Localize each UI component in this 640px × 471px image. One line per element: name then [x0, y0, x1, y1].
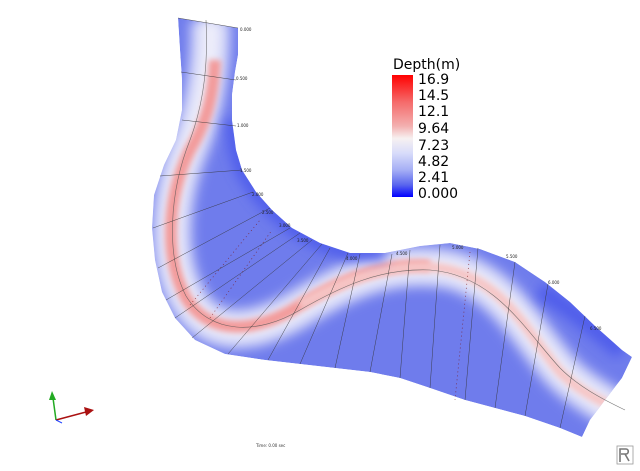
station-label: 3.500 — [297, 238, 309, 243]
x-axis-arrow-icon — [84, 407, 94, 416]
paraview-logo-icon — [616, 445, 634, 465]
station-label: 6.000 — [548, 280, 560, 285]
orientation-axes[interactable] — [49, 391, 94, 424]
station-label: 2.500 — [262, 210, 274, 215]
station-label: 2.000 — [252, 192, 264, 197]
channel-centerline — [172, 19, 626, 411]
legend-tick-label: 2.41 — [418, 170, 450, 186]
legend-tick-label: 7.23 — [418, 138, 450, 154]
station-label: 5.000 — [452, 245, 464, 250]
station-label: 4.000 — [346, 256, 358, 261]
station-label: 5.500 — [506, 254, 518, 259]
station-label: 3.000 — [279, 223, 291, 228]
y-axis-arrow-icon — [49, 391, 56, 400]
station-label: 6.500 — [590, 326, 602, 331]
legend-tick-label: 14.5 — [418, 88, 450, 104]
cross-section-lines — [152, 17, 586, 429]
legend-tick-label: 4.82 — [418, 154, 450, 170]
station-label: 1.500 — [240, 168, 252, 173]
z-axis-icon — [55, 419, 63, 424]
legend-tick-label: 0.000 — [418, 186, 459, 202]
legend-tick-label: 16.9 — [418, 72, 450, 88]
x-axis-icon — [55, 411, 87, 421]
station-label: 4.500 — [396, 251, 408, 256]
time-annotation: Time: 0.00 sec — [256, 443, 286, 448]
y-axis-icon — [52, 397, 57, 421]
station-label: 1.000 — [237, 123, 249, 128]
station-label: 0.000 — [240, 27, 252, 32]
legend-title: Depth(m) — [393, 57, 461, 73]
legend-color-bar[interactable] — [392, 75, 413, 197]
survey-point-lines — [189, 219, 471, 401]
station-labels: 0.000 0.500 1.000 1.500 2.000 2.500 3.00… — [236, 27, 602, 331]
legend-tick-label: 12.1 — [418, 104, 450, 120]
river-surface — [152, 18, 632, 437]
legend-tick-label: 9.64 — [418, 121, 450, 137]
station-label: 0.500 — [236, 76, 248, 81]
